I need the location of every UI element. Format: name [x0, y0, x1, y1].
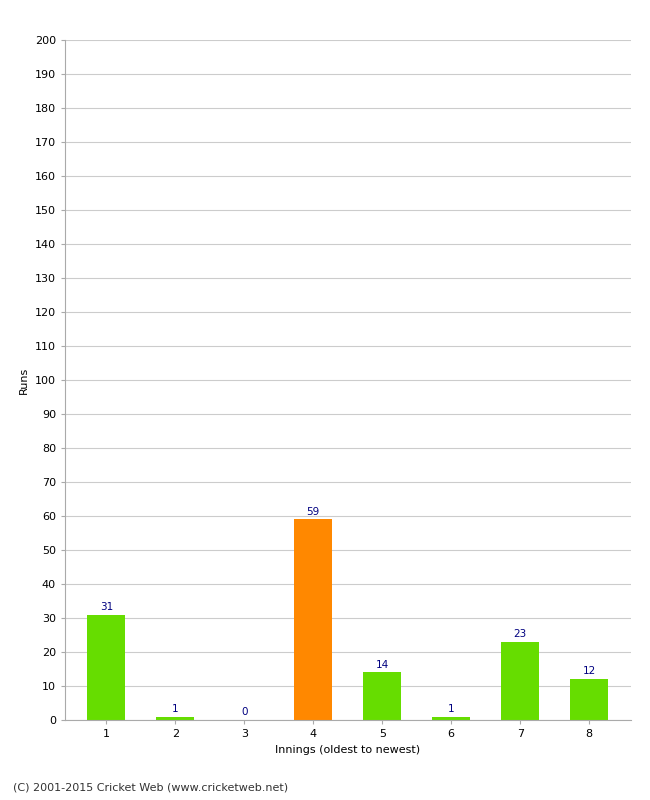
Text: 31: 31: [99, 602, 113, 612]
Bar: [157, 717, 194, 720]
Text: 0: 0: [241, 707, 248, 718]
Bar: [570, 679, 608, 720]
Text: 1: 1: [448, 704, 454, 714]
Y-axis label: Runs: Runs: [20, 366, 29, 394]
Text: 14: 14: [376, 660, 389, 670]
Text: 12: 12: [582, 666, 596, 677]
Bar: [432, 717, 470, 720]
Bar: [363, 672, 401, 720]
Bar: [87, 614, 125, 720]
Bar: [501, 642, 539, 720]
Text: 59: 59: [307, 506, 320, 517]
Text: 23: 23: [514, 629, 526, 639]
Text: 1: 1: [172, 704, 179, 714]
X-axis label: Innings (oldest to newest): Innings (oldest to newest): [275, 745, 421, 754]
Text: (C) 2001-2015 Cricket Web (www.cricketweb.net): (C) 2001-2015 Cricket Web (www.cricketwe…: [13, 782, 288, 792]
Bar: [294, 519, 332, 720]
